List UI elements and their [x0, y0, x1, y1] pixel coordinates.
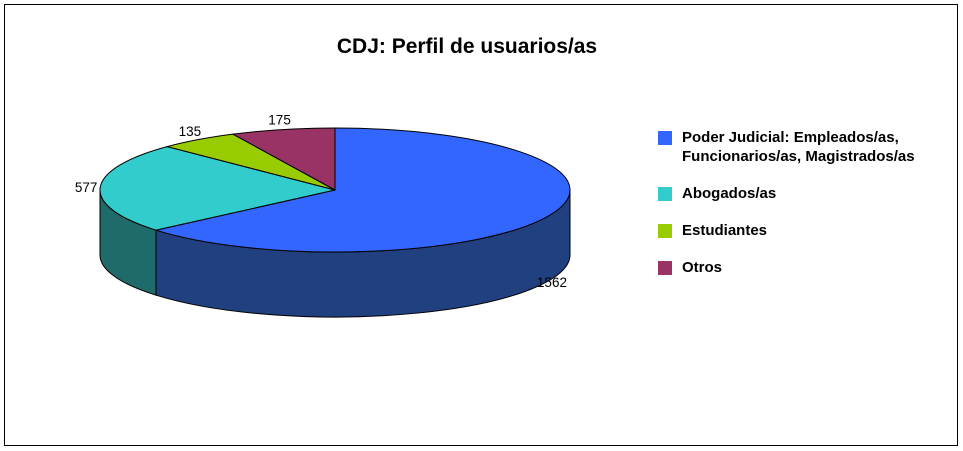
legend-item-label: Estudiantes — [682, 222, 768, 239]
legend-item-poder-judicial: Poder Judicial: Empleados/as, Funcionari… — [658, 128, 950, 166]
legend-color-swatch-icon — [658, 131, 672, 145]
pie-data-label-abogados: 577 — [75, 180, 98, 195]
legend-item-label: Otros — [682, 259, 723, 276]
chart-title: CDJ: Perfil de usuarios/as — [336, 35, 598, 58]
legend: Poder Judicial: Empleados/as, Funcionari… — [658, 128, 950, 277]
legend-color-swatch-icon — [658, 224, 672, 238]
legend-item-label: Poder Judicial: Empleados/as, Funcionari… — [682, 129, 915, 165]
legend-color-swatch-icon — [658, 187, 672, 201]
pie-slice-otros — [231, 127, 336, 191]
pie-data-label-estudiantes: 135 — [179, 124, 202, 139]
pie-data-label-poder-judicial: 1562 — [537, 275, 567, 290]
legend-item-abogados: Abogados/as — [658, 184, 950, 203]
legend-item-otros: Otros — [658, 258, 950, 277]
legend-item-estudiantes: Estudiantes — [658, 221, 950, 240]
pie-slice-abogados — [99, 146, 336, 231]
legend-color-swatch-icon — [658, 261, 672, 275]
legend-item-label: Abogados/as — [682, 185, 777, 202]
pie-data-label-otros: 175 — [268, 112, 291, 127]
pie-slice-poder-judicial — [154, 127, 571, 253]
